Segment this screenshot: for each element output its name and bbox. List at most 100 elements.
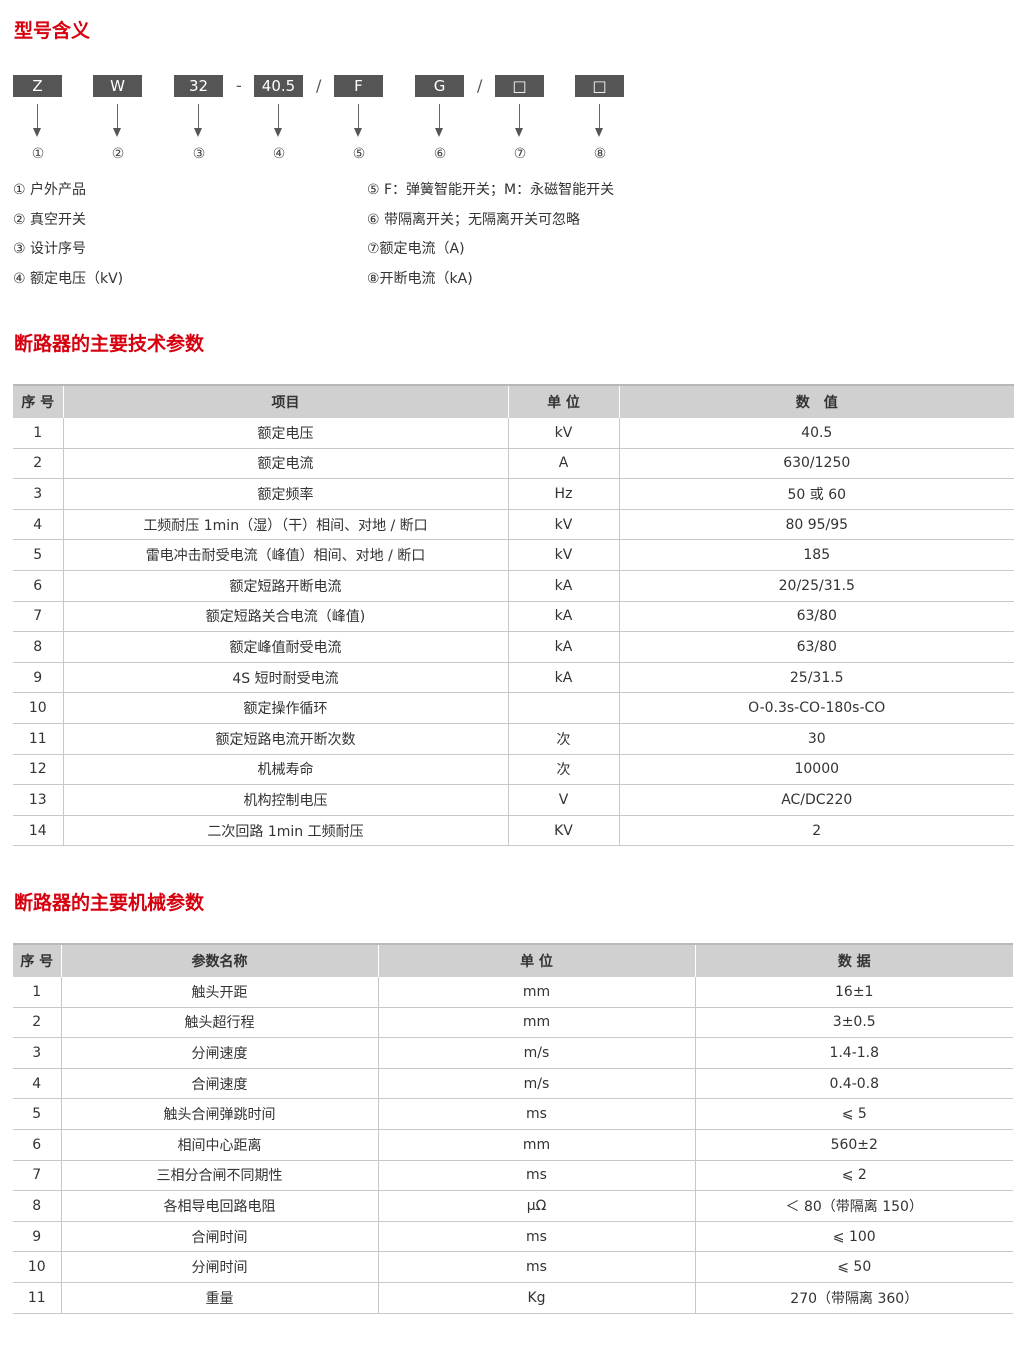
down-arrow-icon — [117, 104, 118, 130]
table-cell: 2 — [13, 448, 63, 480]
table-cell: 分闸速度 — [60, 1037, 378, 1069]
table-cell: 触头超行程 — [60, 1007, 378, 1039]
table-cell: 6 — [13, 570, 63, 602]
table-row: 9 4S 短时耐受电流 kA 25/31.5 — [13, 662, 1014, 694]
table-cell: 二次回路 1min 工频耐压 — [62, 815, 508, 847]
table-cell: 各相导电回路电阻 — [60, 1190, 378, 1222]
table-cell: μΩ — [377, 1190, 695, 1222]
table-row: 6 额定短路开断电流 kA 20/25/31.5 — [13, 570, 1014, 602]
table-cell: 合闸时间 — [60, 1221, 378, 1253]
down-arrow-icon — [599, 104, 600, 130]
legend-item: ⑥ 带隔离开关；无隔离开关可忽略 — [367, 212, 581, 228]
column-header: 参数名称 — [60, 943, 378, 977]
table-cell: 雷电冲击耐受电流（峰值）相间、对地 / 断口 — [62, 539, 508, 571]
table-cell: ms — [377, 1221, 695, 1253]
model-code-box: G — [415, 75, 464, 97]
legend-item: ④ 额定电压（kV) — [13, 271, 124, 287]
table-cell: 分闸时间 — [60, 1251, 378, 1283]
table-row: 7 额定短路关合电流（峰值) kA 63/80 — [13, 601, 1014, 633]
table-cell: ms — [377, 1098, 695, 1130]
model-code-box: □ — [575, 75, 624, 97]
table-cell: 6 — [13, 1129, 61, 1161]
table-cell: mm — [377, 1129, 695, 1161]
table-row: 4 工频耐压 1min（湿）（干）相间、对地 / 断口 kV 80 95/95 — [13, 509, 1014, 541]
table-cell: kV — [507, 509, 619, 541]
code-separator: / — [477, 76, 483, 95]
arrowhead-icon — [113, 128, 121, 137]
table-cell: 14 — [13, 815, 63, 847]
table-cell: ms — [377, 1251, 695, 1283]
legend-item: ⑦额定电流（A) — [367, 241, 465, 257]
table-cell: 2 — [618, 815, 1014, 847]
table-cell: ⩽ 2 — [694, 1160, 1013, 1192]
mech-params-table: 序 号参数名称单 位数 据 1 触头开距 mm 16±1 2 触头超行程 mm 3±0.5 3 分闸… — [13, 943, 1013, 1314]
circled-number: ① — [31, 146, 45, 162]
down-arrow-icon — [198, 104, 199, 130]
table-cell: 触头合闸弹跳时间 — [60, 1098, 378, 1130]
table-cell: 额定电流 — [62, 448, 508, 480]
table-cell: 4S 短时耐受电流 — [62, 662, 508, 694]
column-header: 单 位 — [377, 943, 695, 977]
table-cell: 30 — [618, 723, 1014, 755]
model-code-box: □ — [495, 75, 544, 97]
table-cell: 机械寿命 — [62, 754, 508, 786]
table-cell: 16±1 — [694, 977, 1013, 1008]
table-cell: 0.4-0.8 — [694, 1068, 1013, 1100]
table-cell: ⩽ 50 — [694, 1251, 1013, 1283]
table-cell: 重量 — [60, 1282, 378, 1314]
table-cell: 4 — [13, 509, 63, 541]
table-cell: 额定短路关合电流（峰值) — [62, 601, 508, 633]
table-row: 11 重量 Kg 270（带隔离 360） — [13, 1282, 1013, 1314]
table-row: 1 额定电压 kV 40.5 — [13, 418, 1014, 449]
down-arrow-icon — [278, 104, 279, 130]
table-cell: kV — [507, 418, 619, 449]
column-header: 序 号 — [13, 943, 61, 977]
section-title-model: 型号含义 — [14, 20, 91, 42]
table-cell: 270（带隔离 360） — [694, 1282, 1013, 1314]
section-title-tech: 断路器的主要技术参数 — [14, 333, 205, 355]
table-cell: Hz — [507, 478, 619, 510]
circled-number: ③ — [192, 146, 206, 162]
table-cell: 11 — [13, 723, 63, 755]
table-cell: 63/80 — [618, 631, 1014, 663]
legend-item: ② 真空开关 — [13, 212, 87, 228]
table-cell: 触头开距 — [60, 977, 378, 1008]
table-cell: 额定频率 — [62, 478, 508, 510]
table-cell: ⩽ 100 — [694, 1221, 1013, 1253]
table-row: 2 额定电流 A 630/1250 — [13, 448, 1014, 480]
table-cell: 1.4-1.8 — [694, 1037, 1013, 1069]
table-cell: mm — [377, 1007, 695, 1039]
table-cell: 8 — [13, 1190, 61, 1222]
table-cell: 额定操作循环 — [62, 692, 508, 724]
table-row: 3 分闸速度 m/s 1.4-1.8 — [13, 1037, 1013, 1069]
table-cell: 8 — [13, 631, 63, 663]
table-cell: ⩽ 5 — [694, 1098, 1013, 1130]
table-cell: 12 — [13, 754, 63, 786]
table-row: 11 额定短路电流开断次数次 30 — [13, 723, 1014, 755]
table-cell — [507, 692, 619, 724]
arrowhead-icon — [515, 128, 523, 137]
table-cell: 11 — [13, 1282, 61, 1314]
table-cell: A — [507, 448, 619, 480]
table-cell: KV — [507, 815, 619, 847]
table-cell: 额定峰值耐受电流 — [62, 631, 508, 663]
table-cell: 额定短路电流开断次数 — [62, 723, 508, 755]
table-cell: 40.5 — [618, 418, 1014, 449]
table-cell: 10 — [13, 1251, 61, 1283]
table-row: 2 触头超行程 mm 3±0.5 — [13, 1007, 1013, 1039]
column-header: 单 位 — [507, 384, 619, 418]
model-code-box: Z — [13, 75, 62, 97]
table-cell: 1 — [13, 977, 61, 1008]
table-cell: 3 — [13, 1037, 61, 1069]
table-cell: 5 — [13, 1098, 61, 1130]
down-arrow-icon — [439, 104, 440, 130]
table-cell: 10 — [13, 692, 63, 724]
table-row: 14 二次回路 1min 工频耐压 KV 2 — [13, 815, 1014, 847]
table-cell: 次 — [507, 723, 619, 755]
table-cell: 机构控制电压 — [62, 784, 508, 816]
circled-number: ⑥ — [433, 146, 447, 162]
table-cell: 工频耐压 1min（湿）（干）相间、对地 / 断口 — [62, 509, 508, 541]
table-cell: 合闸速度 — [60, 1068, 378, 1100]
table-cell: 3±0.5 — [694, 1007, 1013, 1039]
